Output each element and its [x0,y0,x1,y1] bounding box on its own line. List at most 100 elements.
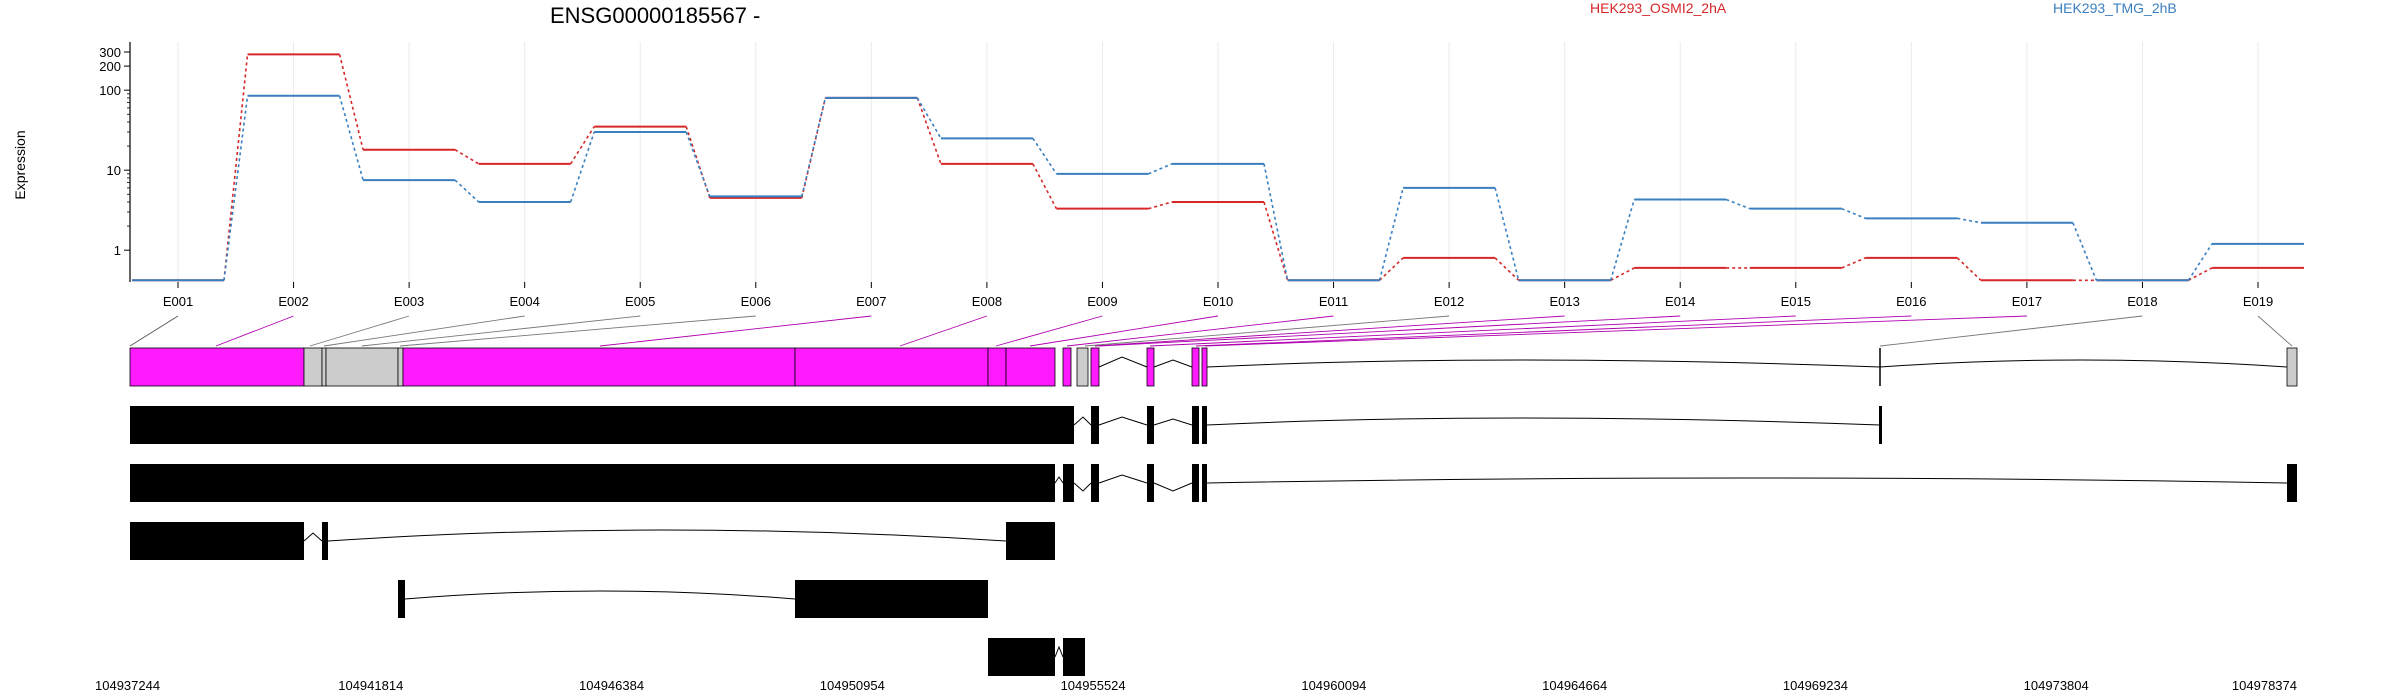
exon-connector [1029,315,1219,347]
series-connector [1957,217,1982,224]
legend-entry-osmi2: HEK293_OSMI2_2hA [1590,0,1727,16]
transcript-intron [1073,482,1092,492]
transcript-exon [1202,464,1207,502]
series-connector [1379,257,1404,281]
transcript-exon [398,580,405,618]
exon-connector [1195,315,1912,347]
transcript-intron [327,529,1007,542]
x-tick-label: E009 [1087,294,1117,309]
series-connector [1263,201,1289,281]
exon-block [2286,347,2298,387]
series-connector [2188,267,2213,282]
x-tick-label: E008 [972,294,1002,309]
series-connector [2187,243,2213,281]
transcript-intron [1073,416,1092,426]
chart-title: ENSG00000185567 - [550,3,760,28]
exon-block [129,347,305,387]
series-connector [1725,198,1751,210]
exon-connectors [129,315,2293,347]
series-connector [569,131,595,203]
exon-connector [1066,315,1334,347]
transcript-exon [1147,406,1154,444]
series-connector [1841,257,1866,269]
transcript-exon [1063,464,1074,502]
exon-connector [1084,315,1450,347]
series-connector [1609,199,1635,281]
transcript-tracks [130,406,2297,676]
transcript-intron [1054,476,1064,484]
transcript-exon [988,638,1055,676]
exon-block [1191,347,1200,387]
x-tick-label: E006 [741,294,771,309]
transcript-exon [1192,464,1199,502]
genome-coordinate-label: 104964664 [1542,678,1607,693]
series-connector [1494,257,1520,281]
exon-connector [129,315,179,347]
transcript-exon [1091,406,1099,444]
transcript-intron [1206,417,1881,426]
x-tick-label: E010 [1203,294,1233,309]
y-tick-label: 300 [99,45,121,60]
exon-connector [899,315,988,347]
exon-connector [599,315,872,347]
exon-connector [1879,315,2143,347]
exon-connector [1149,315,1796,347]
transcript-exon [1879,406,1882,444]
series-connector [1032,163,1058,210]
exon-block [1090,347,1100,387]
x-tick-label: E005 [625,294,655,309]
transcript-exon [1192,406,1199,444]
series-connector [1494,187,1520,281]
x-tick-label: E017 [2012,294,2042,309]
exon-connector [1204,315,2027,347]
genome-coordinate-label: 104969234 [1783,678,1848,693]
transcript-exon [1202,406,1207,444]
transcript-exon [1091,464,1099,502]
transcript-intron [1098,474,1148,484]
exon-connector [399,315,756,347]
intron-line [1153,359,1193,368]
intron-line [1206,359,1881,368]
exon-connector [1094,315,1565,347]
exon-connector [309,315,410,347]
series-connector [800,97,827,197]
x-tick-label: E011 [1319,294,1348,309]
x-tick-label: E003 [394,294,424,309]
series-connector [454,149,480,165]
series-connector [1263,163,1289,281]
series-connector [338,95,364,181]
transcript-exon [130,522,304,560]
genome-coordinates: 104937244 104941814 104946384 104950954 1049… [95,678,2297,693]
x-tick-label: E007 [856,294,886,309]
transcript-exon [1006,522,1055,560]
genome-coordinate-label: 104946384 [579,678,644,693]
legend-entry-tmg: HEK293_TMG_2hB [2053,0,2177,16]
genome-coordinate-label: 104978374 [2232,678,2297,693]
y-axis-label: Expression [12,130,28,199]
exon-block [1062,347,1072,387]
exon-block [1005,347,1056,387]
exon-connector [995,315,1103,347]
series-connector [1148,163,1173,175]
exon-block [303,347,323,387]
series-connector [1378,187,1404,281]
exon-connector [215,315,294,347]
series-connector [685,131,711,197]
exon-block [1146,347,1155,387]
transcript-intron [1206,477,2288,484]
x-tick-label: E002 [278,294,308,309]
transcript-exon [2287,464,2297,502]
transcript-intron [1098,416,1148,426]
x-tick-label: E015 [1781,294,1811,309]
transcript-exon [130,464,1055,502]
y-tick-label: 200 [99,59,121,74]
y-tick-label: 100 [99,83,121,98]
series-connector [1032,137,1058,175]
x-tick-labels: E001 E002 E003 E004 E005 E006 E007 E008 E009 E010… [163,294,2273,309]
exon-block [402,347,796,387]
series-connector [1841,207,1866,220]
series-connector [1148,201,1173,210]
transcript-exon [130,406,1074,444]
